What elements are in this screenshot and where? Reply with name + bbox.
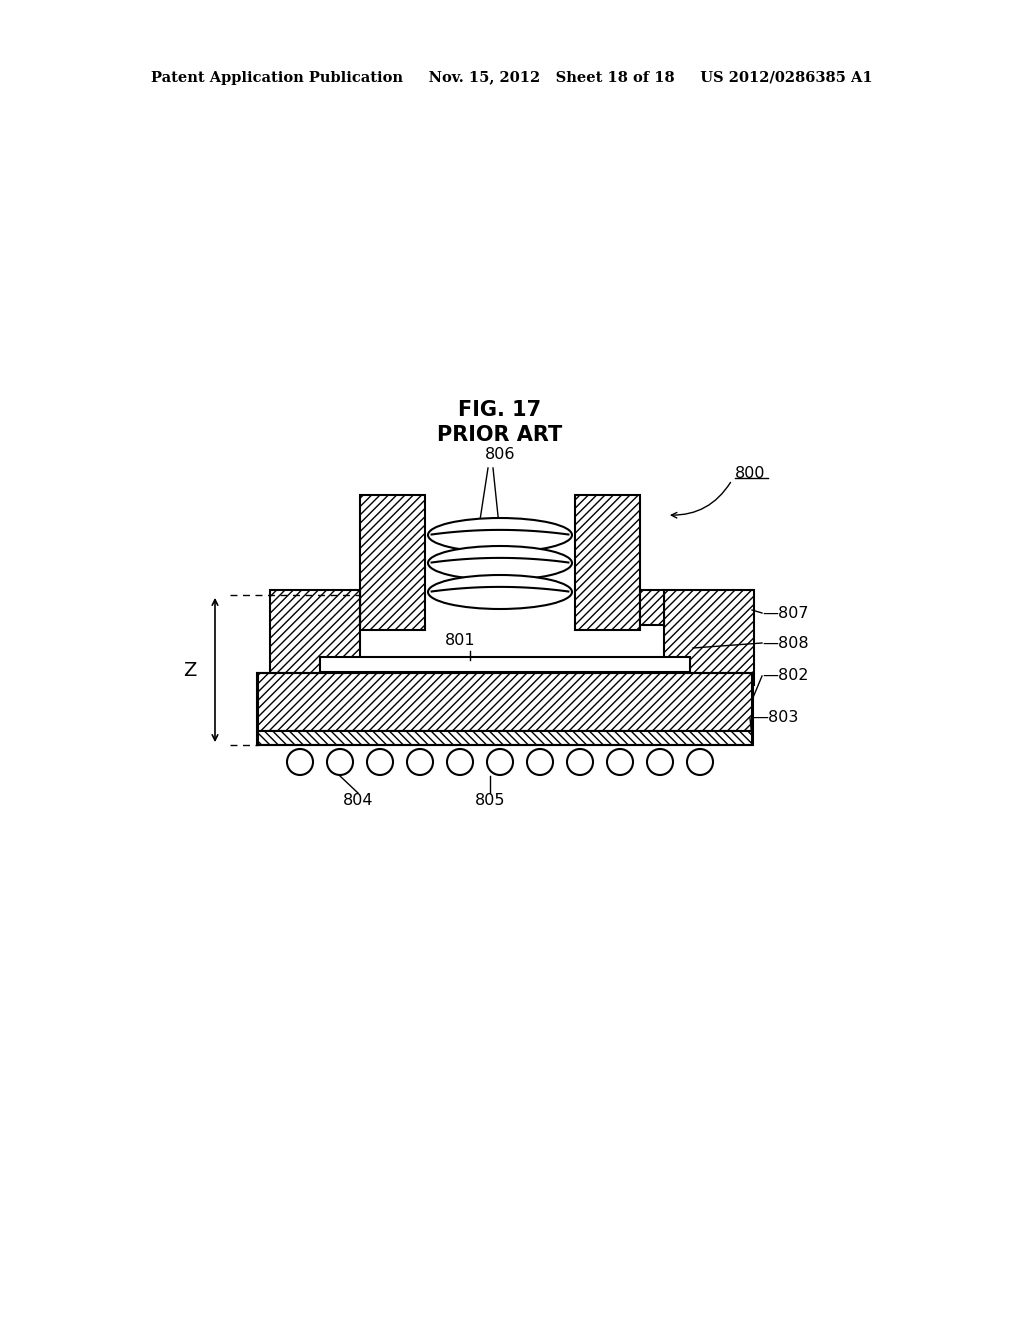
Bar [258, 731, 752, 744]
Bar [575, 495, 640, 630]
Circle shape [607, 748, 633, 775]
Circle shape [567, 748, 593, 775]
Text: PRIOR ART: PRIOR ART [437, 425, 562, 445]
Text: —807: —807 [762, 606, 809, 620]
Circle shape [487, 748, 513, 775]
Bar [258, 673, 752, 731]
Circle shape [287, 748, 313, 775]
Bar [319, 657, 690, 672]
Bar [257, 673, 753, 744]
Bar [360, 495, 425, 630]
Circle shape [327, 748, 353, 775]
Text: —803: —803 [752, 710, 799, 726]
Ellipse shape [428, 546, 572, 579]
Text: —802: —802 [762, 668, 809, 684]
Text: 806: 806 [484, 447, 515, 462]
Text: 805: 805 [475, 793, 505, 808]
Text: 804: 804 [343, 793, 374, 808]
Circle shape [367, 748, 393, 775]
Circle shape [407, 748, 433, 775]
Bar [664, 590, 754, 685]
Text: Z: Z [183, 660, 197, 680]
Circle shape [687, 748, 713, 775]
Text: 801: 801 [444, 634, 475, 648]
Circle shape [447, 748, 473, 775]
Circle shape [647, 748, 673, 775]
Bar [640, 590, 664, 624]
Ellipse shape [428, 517, 572, 552]
Circle shape [527, 748, 553, 775]
Text: —808: —808 [762, 635, 809, 651]
Text: Patent Application Publication     Nov. 15, 2012   Sheet 18 of 18     US 2012/02: Patent Application Publication Nov. 15, … [152, 71, 872, 84]
Text: FIG. 17: FIG. 17 [459, 400, 542, 420]
Bar [270, 590, 360, 685]
Ellipse shape [428, 576, 572, 609]
Text: 800: 800 [735, 466, 766, 482]
